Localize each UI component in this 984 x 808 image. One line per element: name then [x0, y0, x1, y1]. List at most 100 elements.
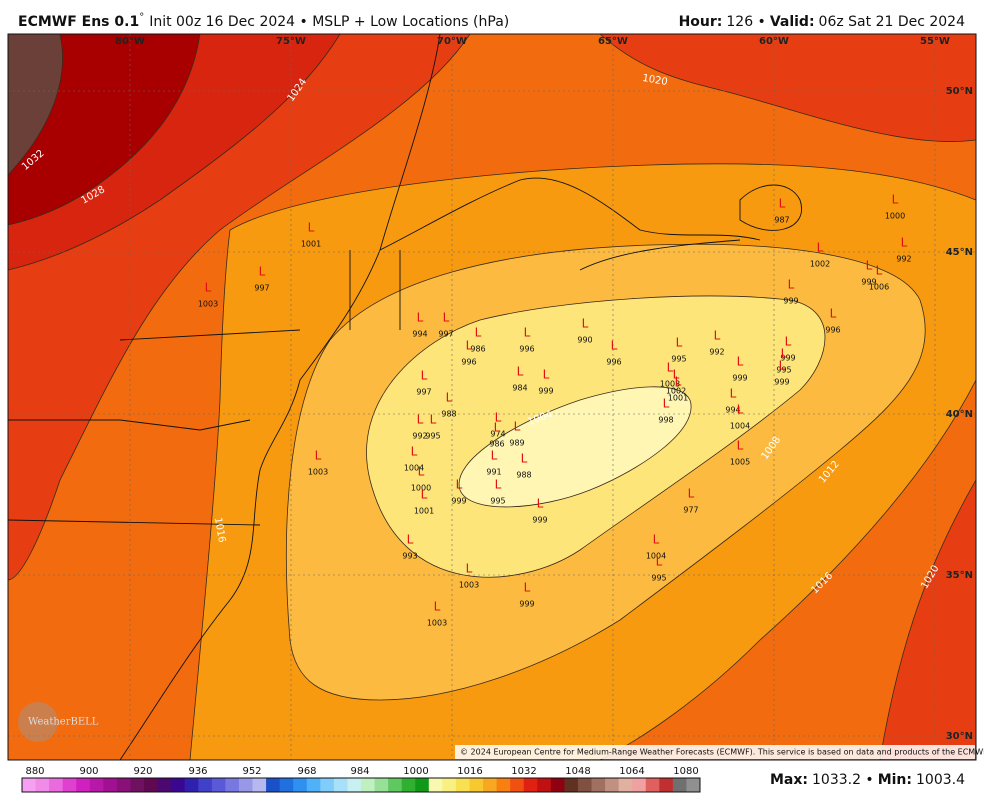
- low-pressure: 1002: [666, 387, 686, 396]
- colorbar-swatch: [35, 778, 50, 792]
- colorbar-swatch: [293, 778, 308, 792]
- low-symbol: L: [205, 281, 212, 295]
- colorbar-label: 1032: [511, 766, 536, 777]
- valid: 06z Sat 21 Dec 2024: [819, 14, 966, 30]
- colorbar-frame: [21, 777, 701, 793]
- coastlines: [8, 34, 802, 760]
- low-pressure: 996: [606, 358, 621, 367]
- low-pressure: 999: [774, 378, 789, 387]
- colorbar-swatch: [523, 778, 538, 792]
- low-pressure: 986: [470, 345, 485, 354]
- low-pressure: 988: [441, 410, 456, 419]
- valid-label: Valid:: [770, 14, 815, 30]
- min: 1003.4: [916, 772, 965, 788]
- footer: Max: 1033.2 • Min: 1003.4: [770, 772, 965, 788]
- colorbar-swatch: [374, 778, 389, 792]
- low-pressure: 999: [780, 354, 795, 363]
- colorbar-swatch: [469, 778, 484, 792]
- colorbar-swatch: [144, 778, 159, 792]
- colorbar-label: 984: [350, 766, 369, 777]
- colorbar-swatch: [591, 778, 606, 792]
- low-symbol: L: [817, 241, 824, 255]
- colorbar-swatch: [22, 778, 37, 792]
- low-pressure: 1004: [646, 552, 666, 561]
- colorbar-label: 1000: [403, 766, 428, 777]
- colorbar-swatch: [266, 778, 281, 792]
- low-symbol: L: [411, 445, 418, 459]
- low-pressure: 999: [519, 600, 534, 609]
- low-symbol: L: [779, 359, 786, 373]
- low-pressure: 974: [490, 430, 505, 439]
- credit-box: [455, 745, 975, 759]
- low-pressure: 994: [725, 406, 740, 415]
- low-pressure: 999: [532, 516, 547, 525]
- low-symbol: L: [876, 264, 883, 278]
- low-pressure: 995: [490, 497, 505, 506]
- hour: 126 •: [726, 14, 765, 30]
- low-symbol: L: [737, 403, 744, 417]
- low-symbol: L: [714, 329, 721, 343]
- colorbar-label: 1016: [457, 766, 482, 777]
- colorbar-label: 1080: [673, 766, 698, 777]
- low-symbol: L: [901, 236, 908, 250]
- colorbar-swatch: [672, 778, 687, 792]
- low-pressure: 984: [512, 384, 527, 393]
- colorbar-swatch: [130, 778, 145, 792]
- low-pressure: 1002: [810, 260, 830, 269]
- low-pressure: 997: [438, 330, 453, 339]
- low-pressure: 996: [825, 326, 840, 335]
- colorbar-swatch: [306, 778, 321, 792]
- low-symbol: L: [521, 452, 528, 466]
- colorbar-swatch: [577, 778, 593, 792]
- low-symbol: L: [491, 449, 498, 463]
- low-symbol: L: [421, 488, 428, 502]
- low-symbol: L: [892, 193, 899, 207]
- low-pressure: 989: [509, 439, 524, 448]
- colorbar-swatch: [645, 778, 660, 792]
- colorbar-swatch: [415, 778, 430, 792]
- colorbar-swatch: [238, 778, 254, 792]
- field-1020: [599, 34, 976, 142]
- colorbar-swatch: [605, 778, 620, 792]
- latitude-label: 35°N: [946, 570, 973, 581]
- low-symbol: L: [407, 533, 414, 547]
- low-pressure: 977: [683, 506, 698, 515]
- hour-label: Hour:: [679, 14, 723, 30]
- low-symbol: L: [537, 497, 544, 511]
- longitude-label: 75°W: [276, 36, 306, 47]
- low-pressure: 995: [651, 574, 666, 583]
- low-pressure: 991: [486, 468, 501, 477]
- low-pressure: 1003: [198, 300, 218, 309]
- colorbar-swatch: [49, 778, 64, 792]
- low-pressure: 1003: [427, 619, 447, 628]
- latitude-label: 50°N: [946, 86, 973, 97]
- low-pressure: 1003: [459, 581, 479, 590]
- colorbar-swatch: [564, 778, 579, 792]
- colorbar-swatch: [225, 778, 240, 792]
- degree: °: [139, 12, 144, 23]
- colorbar-label: 1048: [565, 766, 590, 777]
- low-pressure: 1001: [414, 507, 434, 516]
- longitude-label: 60°W: [759, 36, 789, 47]
- low-symbol: L: [456, 478, 463, 492]
- low-symbol: L: [495, 411, 502, 425]
- low-symbol: L: [259, 265, 266, 279]
- low-symbol: L: [779, 197, 786, 211]
- low-symbol: L: [653, 533, 660, 547]
- colorbar-label: 900: [79, 766, 98, 777]
- low-pressure: 986: [489, 440, 504, 449]
- map-frame: [7, 33, 977, 761]
- map: 80°W 75°W 70°W 65°W 60°W 55°W 50°N 45°N 40°N 35°N…: [8, 34, 976, 760]
- low-symbol: L: [675, 375, 682, 389]
- colorbar-swatch: [361, 778, 376, 792]
- low-symbol: L: [524, 326, 531, 340]
- low-symbol: L: [315, 449, 322, 463]
- header-right: Hour: 126 • Valid: 06z Sat 21 Dec 2024: [679, 14, 966, 30]
- colorbar-swatch: [483, 778, 498, 792]
- colorbar-swatch: [198, 778, 213, 792]
- low-symbol: L: [417, 413, 424, 427]
- low-symbol: L: [443, 311, 450, 325]
- colorbar-swatch: [103, 778, 118, 792]
- latitude-label: 40°N: [946, 409, 973, 420]
- min-label: Min:: [878, 772, 912, 788]
